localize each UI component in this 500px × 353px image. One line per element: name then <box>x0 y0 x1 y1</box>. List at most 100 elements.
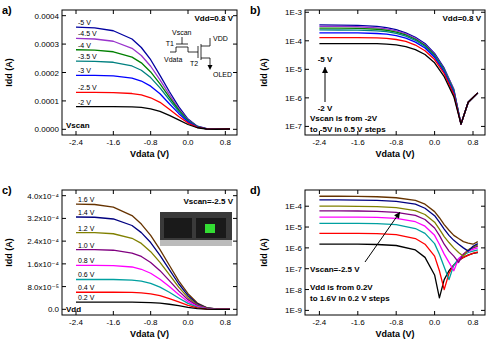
y-tick <box>62 241 66 242</box>
y-tick <box>233 286 237 287</box>
series-label: -2.5 V <box>78 84 97 91</box>
series-line <box>76 107 230 130</box>
x-tick <box>396 10 397 14</box>
y-tick <box>233 195 237 196</box>
x-tick <box>473 190 474 194</box>
series-label: 0.8 V <box>78 257 95 264</box>
y-tick <box>62 44 66 45</box>
series-label: -4 V <box>78 42 91 49</box>
x-tick-label: 0.0 <box>429 138 441 147</box>
x-tick <box>434 190 435 194</box>
photo-oled <box>205 224 215 233</box>
y-tick <box>481 268 485 269</box>
series-line <box>76 265 230 309</box>
y-tick-label: 1E-9 <box>285 306 302 315</box>
x-tick <box>319 311 320 315</box>
y-tick-label: 1E-7 <box>285 122 302 131</box>
y-tick-label: 0.0003 <box>35 40 60 49</box>
circuit-label: T2 <box>190 60 198 67</box>
photo-panel <box>196 218 226 238</box>
y-tick-label: 1E-6 <box>285 94 302 103</box>
series-label: 1.4 V <box>78 209 95 216</box>
arrow <box>365 212 400 262</box>
y-tick-label: 0.0002 <box>35 69 60 78</box>
y-tick <box>233 263 237 264</box>
annotation: Vscan=-2.5 V <box>310 265 360 274</box>
y-tick-label: 1E-5 <box>285 65 302 74</box>
x-axis-title: Vdata (V) <box>375 149 414 159</box>
circuit-label: Vscan <box>172 29 192 36</box>
annotation: -2 V <box>318 104 333 113</box>
x-tick <box>113 131 114 135</box>
annotation: Vdd <box>66 305 81 314</box>
x-tick-label: 0.8 <box>220 318 232 327</box>
y-tick-label: 8.0x10⁻⁵ <box>27 283 59 292</box>
series-label: 0.6 V <box>78 271 95 278</box>
plot-frame <box>305 10 485 135</box>
series-line <box>76 27 230 129</box>
y-tick <box>305 40 309 41</box>
series-label: -2 V <box>78 99 91 106</box>
circuit-wire <box>170 52 176 53</box>
series-label: -4.5 V <box>78 30 97 37</box>
y-tick <box>481 12 485 13</box>
series-line <box>319 30 477 124</box>
annotation: Vscan <box>66 121 90 130</box>
y-tick <box>481 40 485 41</box>
y-tick <box>233 241 237 242</box>
x-tick <box>188 190 189 194</box>
series-line <box>319 38 477 125</box>
x-tick <box>150 131 151 135</box>
circuit-wire <box>210 58 211 66</box>
y-tick <box>481 310 485 311</box>
x-tick <box>225 131 226 135</box>
series-line <box>76 61 230 129</box>
x-tick-label: -0.8 <box>389 318 403 327</box>
circuit-label: Vdata <box>164 56 182 63</box>
series-line <box>76 279 230 309</box>
series-line <box>319 25 477 124</box>
annotation: to 1.6V in 0.2 V steps <box>310 294 390 303</box>
y-tick-label: 2.4x10⁻⁴ <box>27 237 59 246</box>
x-tick-label: -1.6 <box>106 138 120 147</box>
y-tick-label: 0.0000 <box>35 125 60 134</box>
x-tick <box>188 311 189 315</box>
annotation: Vdd=0.8 V <box>443 14 482 23</box>
x-tick-label: -0.8 <box>144 138 158 147</box>
y-axis-title: Idd (A) <box>4 58 14 87</box>
x-tick-label: -1.6 <box>351 318 365 327</box>
series-line <box>76 75 230 129</box>
x-tick <box>396 131 397 135</box>
x-tick <box>319 190 320 194</box>
circuit-label: T1 <box>166 40 174 47</box>
y-axis-title: Idd (A) <box>259 58 269 87</box>
y-tick-label: 1E-6 <box>285 244 302 253</box>
x-tick-label: -2.4 <box>69 138 83 147</box>
annotation: -5 V <box>318 55 333 64</box>
y-tick-label: 1E-8 <box>285 286 302 295</box>
x-tick <box>434 311 435 315</box>
panel: -2.4-1.6-0.80.00.81E-91E-81E-71E-61E-51E… <box>250 184 485 339</box>
y-tick <box>481 227 485 228</box>
series-group <box>76 204 230 309</box>
x-tick-label: 0.0 <box>429 318 441 327</box>
y-tick-label: 4.0x10⁻⁴ <box>27 192 59 201</box>
x-tick <box>357 190 358 194</box>
series-label: 0.2 V <box>78 294 95 301</box>
x-tick <box>150 10 151 14</box>
series-line <box>319 211 477 263</box>
photo-edge <box>160 240 232 246</box>
x-tick-label: 0.8 <box>467 138 479 147</box>
x-tick-label: 0.0 <box>182 138 194 147</box>
y-tick <box>481 247 485 248</box>
x-tick <box>396 311 397 315</box>
series-label: -5 V <box>78 19 91 26</box>
annotation: Vscan is from -2V <box>310 114 378 123</box>
y-tick <box>233 72 237 73</box>
y-tick <box>481 126 485 127</box>
x-tick-label: 0.8 <box>220 138 232 147</box>
series-line <box>319 33 477 124</box>
x-tick-label: 0.0 <box>182 318 194 327</box>
y-tick-label: 1E-5 <box>285 223 302 232</box>
x-tick <box>76 131 77 135</box>
